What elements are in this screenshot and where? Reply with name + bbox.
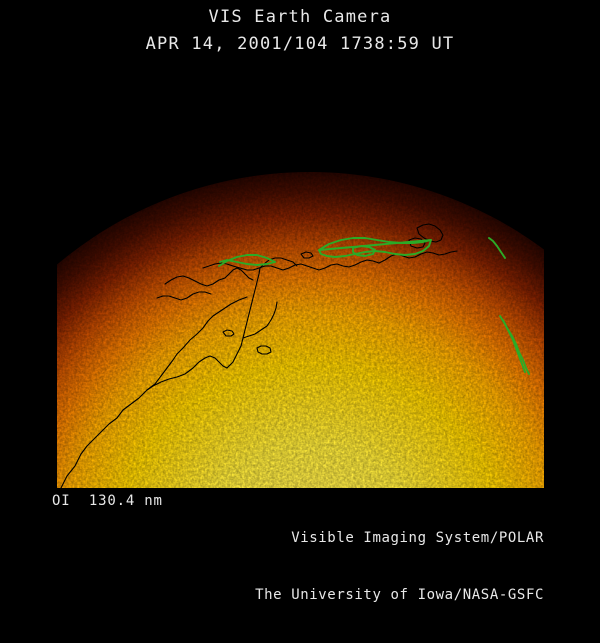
coastline-island-north bbox=[416, 223, 444, 243]
coastline-segment-west bbox=[60, 353, 178, 488]
coastline-segment-bay bbox=[242, 301, 278, 339]
instrument-credit: Visible Imaging System/POLAR bbox=[291, 530, 544, 546]
coastline-segment-northwest bbox=[176, 296, 248, 355]
emission-line-label: OI 130.4 nm bbox=[52, 493, 163, 509]
image-footer: OI 130.4 nm Visible Imaging System/POLAR… bbox=[0, 490, 600, 603]
vis-earth-camera-view: VIS Earth Camera APR 14, 2001/104 1738:5… bbox=[0, 0, 600, 603]
coastline-segment-peninsula bbox=[226, 267, 261, 369]
aurora-arc-east-lower bbox=[318, 239, 432, 258]
coastline-overlay bbox=[60, 223, 458, 488]
auroral-oval-overlay bbox=[218, 237, 530, 375]
disk-speckle-fine bbox=[57, 172, 544, 488]
image-header: VIS Earth Camera APR 14, 2001/104 1738:5… bbox=[0, 0, 600, 62]
coastline-segment-gulf-coast bbox=[156, 291, 212, 301]
aurora-arc-east-inner bbox=[352, 245, 376, 257]
observation-timestamp: APR 14, 2001/104 1738:59 UT bbox=[145, 34, 455, 54]
aurora-streak-right-b bbox=[502, 319, 530, 375]
coastline-island-tiny bbox=[300, 251, 314, 259]
coastline-segment-northeast bbox=[378, 250, 458, 264]
aurora-arc-east-upper bbox=[318, 237, 432, 251]
credit-block: Visible Imaging System/POLAR The Univers… bbox=[255, 491, 544, 643]
earth-limb-image bbox=[57, 68, 544, 488]
page-title: VIS Earth Camera bbox=[208, 7, 392, 27]
image-data-region bbox=[57, 68, 544, 488]
aurora-arc-west bbox=[218, 254, 276, 267]
coastline-segment-gulf-arc bbox=[224, 267, 254, 281]
aurora-arc-east-tail bbox=[488, 237, 506, 259]
affiliation-credit: The University of Iowa/NASA-GSFC bbox=[255, 587, 544, 603]
coastline-island-lake bbox=[222, 329, 235, 337]
aurora-arc-west-return bbox=[219, 259, 276, 266]
coastline-island-small bbox=[256, 345, 272, 355]
coastline-segment-inland bbox=[146, 355, 228, 391]
earth-disk bbox=[57, 172, 544, 488]
coastline-segment-northern-shore bbox=[202, 259, 380, 271]
coastline-island-north-b bbox=[408, 237, 426, 249]
coastline-segment-gulf-north bbox=[164, 275, 226, 287]
